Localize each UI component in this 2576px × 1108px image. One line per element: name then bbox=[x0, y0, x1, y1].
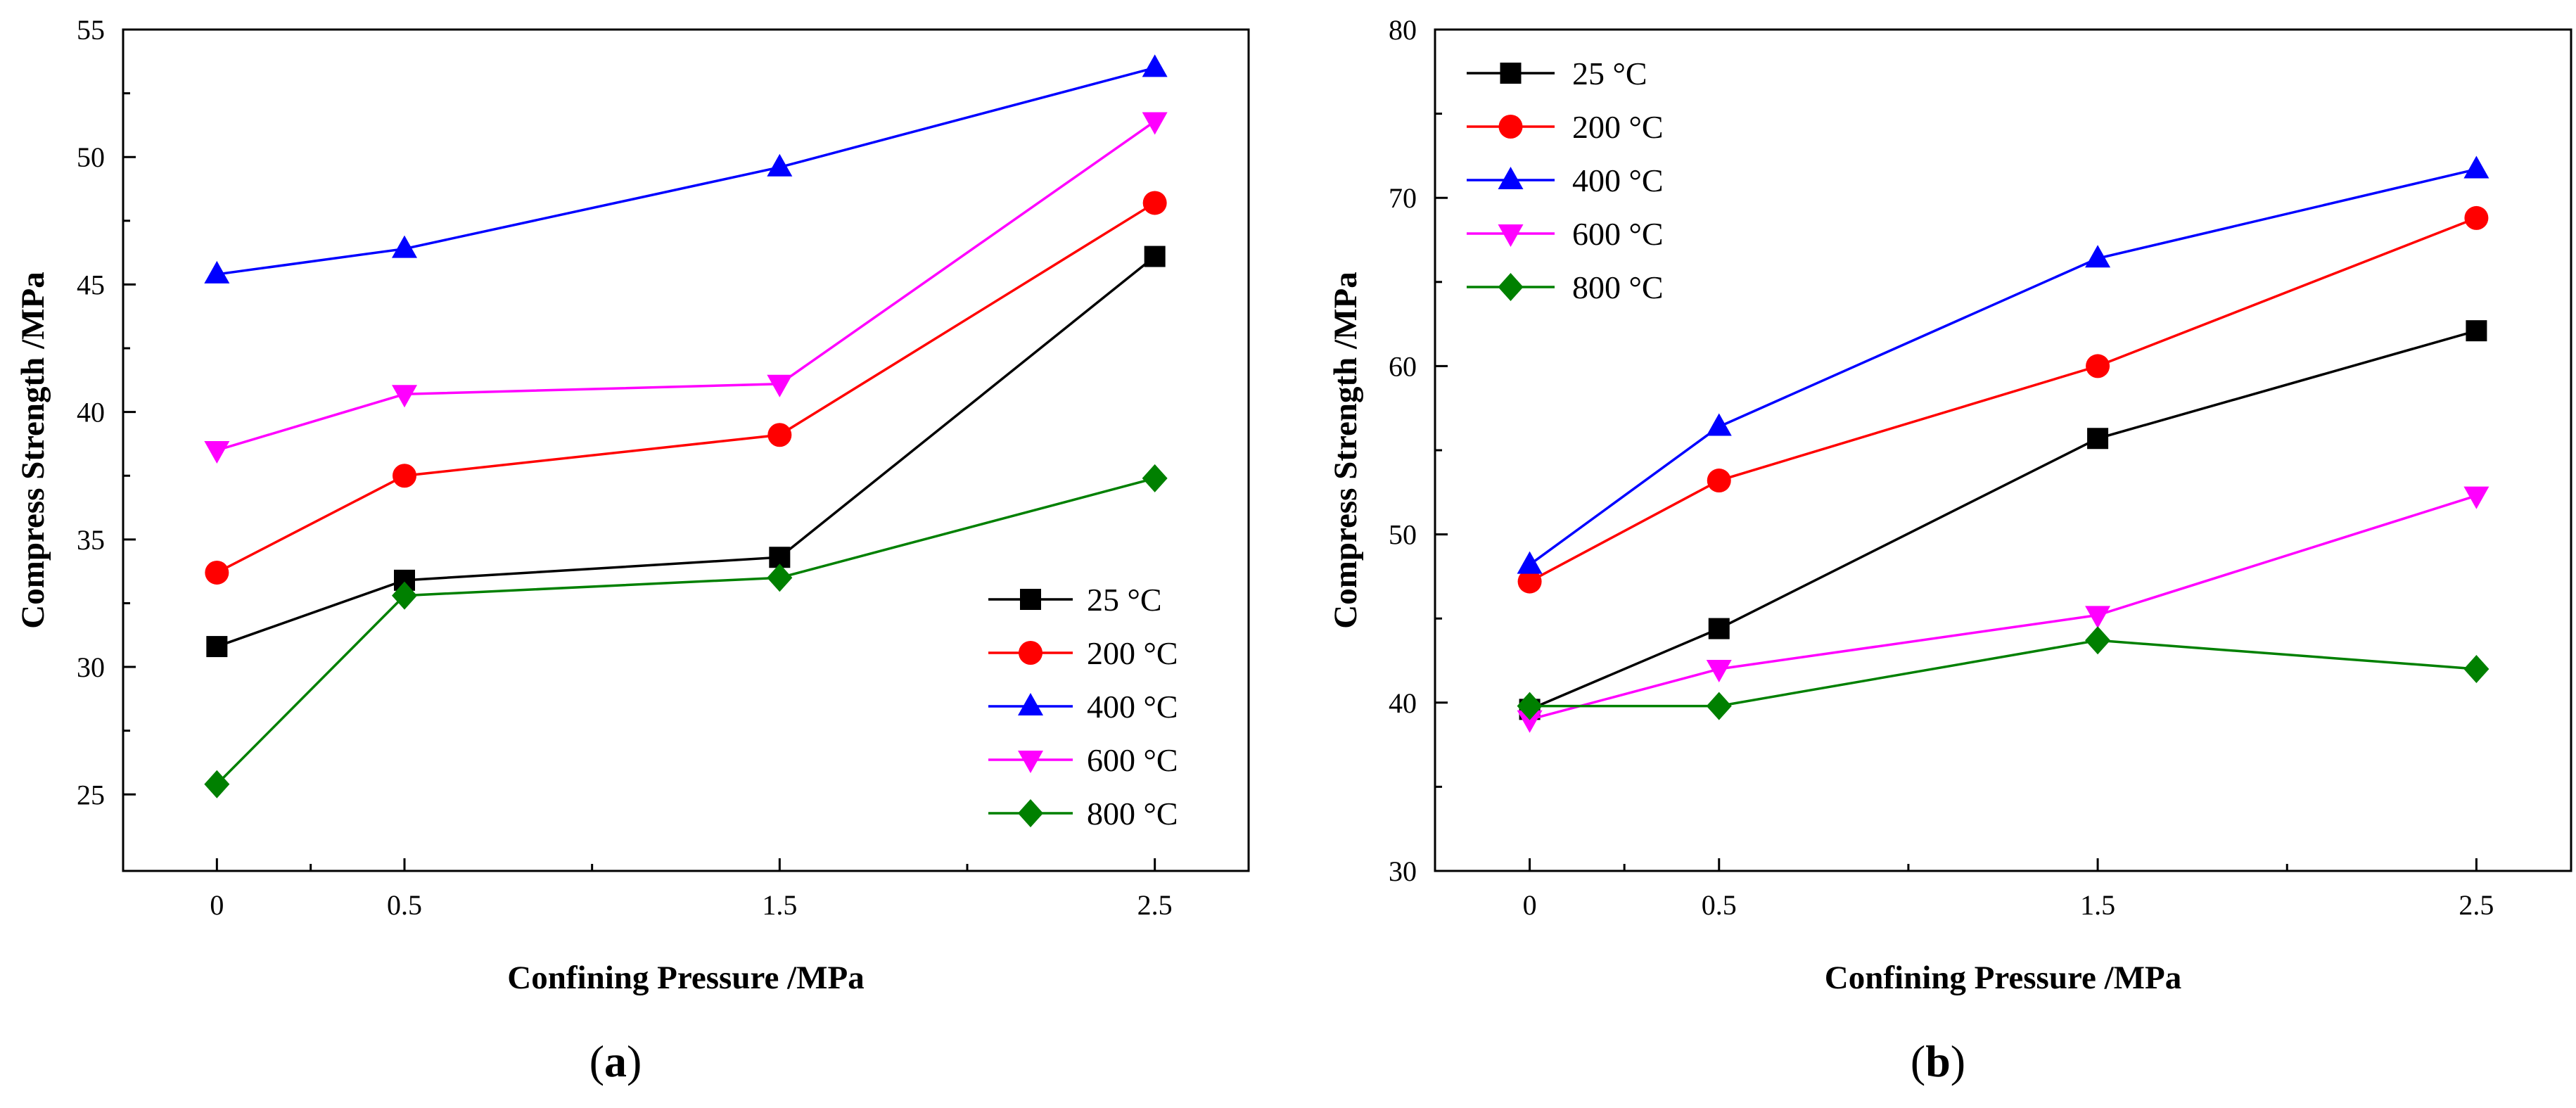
chart-a-plot-frame bbox=[122, 28, 1250, 872]
chart-a-x-tick-label: 0.5 bbox=[387, 889, 422, 921]
chart-b-series-2-point bbox=[1706, 413, 1732, 436]
chart-b-x-tick-label: 0.5 bbox=[1702, 889, 1737, 921]
chart-a-series-1-point bbox=[205, 560, 229, 585]
chart-a-series-line-3 bbox=[216, 120, 1156, 452]
chart-b-legend-label-2: 400 °C bbox=[1572, 163, 1664, 198]
chart-a-y-tick-label: 25 bbox=[77, 779, 105, 810]
chart-b-legend-marker-0 bbox=[1500, 63, 1522, 84]
chart-a-y-tick-label: 40 bbox=[77, 397, 105, 428]
chart-b-series-3-point bbox=[2085, 606, 2111, 629]
chart-b-series-3-point bbox=[1517, 710, 1543, 733]
chart-b-y-tick-label: 70 bbox=[1389, 182, 1417, 214]
chart-b-series-line-4 bbox=[1529, 639, 2477, 708]
chart-b-series-line-3 bbox=[1529, 494, 2477, 721]
chart-a-series-line-0 bbox=[216, 255, 1156, 648]
chart-a-y-tick-label: 50 bbox=[77, 141, 105, 173]
panel-label-b: (b) bbox=[1911, 1036, 1965, 1086]
chart-a-series-3-point bbox=[204, 441, 230, 464]
chart-b-series-3-point bbox=[1706, 659, 1732, 682]
chart-b-legend-label-3: 600 °C bbox=[1572, 216, 1664, 252]
chart-a-series-3-point bbox=[767, 374, 793, 397]
chart-a-series-line-4 bbox=[216, 477, 1156, 786]
chart-a-legend-label-1: 200 °C bbox=[1087, 635, 1178, 671]
chart-a-legend-marker-3 bbox=[1018, 751, 1043, 773]
chart-a-series-3-point bbox=[1142, 112, 1168, 135]
chart-b-x-tick-label: 1.5 bbox=[2080, 889, 2115, 921]
chart-a-legend-marker-2 bbox=[1018, 693, 1043, 715]
chart-a-y-tick-label: 35 bbox=[77, 524, 105, 556]
chart-b-series-0-point bbox=[1708, 618, 1730, 639]
chart-a-series-2-point bbox=[1142, 54, 1168, 77]
chart-a-series-2-point bbox=[204, 260, 230, 284]
chart-a-series-1-point bbox=[767, 423, 792, 447]
chart-b-series-1-point bbox=[1517, 569, 1542, 594]
chart-a: 25 30 35 40 45 50 55 0 0.5 1.5 2.5 Confining Pressu… bbox=[15, 14, 1250, 996]
chart-a-series-1-point bbox=[393, 464, 416, 488]
chart-b-legend-marker-4 bbox=[1498, 273, 1524, 301]
chart-b-series-4-point bbox=[1706, 692, 1732, 720]
chart-a-legend-label-0: 25 °C bbox=[1087, 582, 1162, 618]
chart-b-y-tick-label: 80 bbox=[1389, 14, 1417, 46]
chart-b-series-2-point bbox=[1517, 551, 1543, 574]
chart-b-x-axis-title: Confining Pressure /MPa bbox=[1825, 960, 2181, 996]
chart-a-series-1-point bbox=[1142, 191, 1167, 215]
chart-a-x-tick-label: 0 bbox=[210, 889, 224, 921]
chart-b-series-4-point bbox=[1517, 692, 1543, 720]
chart-b: 30 40 50 60 70 80 0 0.5 1.5 2.5 Confining Pressure… bbox=[1327, 14, 2572, 996]
chart-a-y-axis-title: Compress Strength /MPa bbox=[15, 272, 51, 628]
chart-b-series-2-point bbox=[2463, 155, 2489, 179]
chart-b-series-0-point bbox=[2087, 428, 2109, 450]
chart-a-x-tick-label: 1.5 bbox=[762, 889, 797, 921]
chart-a-series-4-point bbox=[1142, 464, 1168, 492]
chart-b-series-0-point bbox=[2466, 320, 2487, 342]
chart-b-series-4-point bbox=[2463, 654, 2489, 683]
chart-b-y-axis-title: Compress Strength /MPa bbox=[1327, 272, 1364, 628]
chart-a-series-4-point bbox=[204, 770, 230, 798]
chart-a-legend-label-3: 600 °C bbox=[1087, 742, 1178, 778]
chart-b-plot-frame bbox=[1434, 28, 2572, 872]
chart-b-x-tick-label: 0 bbox=[1523, 889, 1537, 921]
chart-a-series-4-point bbox=[767, 563, 793, 592]
chart-a-series-line-1 bbox=[216, 201, 1156, 574]
chart-a-y-tick-label: 30 bbox=[77, 651, 105, 683]
chart-b-legend-label-1: 200 °C bbox=[1572, 109, 1664, 145]
chart-b-legend-marker-2 bbox=[1498, 167, 1524, 189]
chart-b-y-tick-label: 50 bbox=[1389, 519, 1417, 551]
chart-b-series-line-0 bbox=[1529, 329, 2477, 711]
chart-a-series-0-point bbox=[1144, 246, 1166, 267]
chart-b-legend-marker-1 bbox=[1498, 115, 1523, 139]
chart-b-legend-marker-3 bbox=[1498, 224, 1524, 247]
chart-a-legend-marker-4 bbox=[1018, 799, 1043, 827]
chart-b-legend-label-0: 25 °C bbox=[1572, 56, 1647, 91]
chart-b-y-tick-label: 30 bbox=[1389, 855, 1417, 887]
chart-b-x-tick-label: 2.5 bbox=[2459, 889, 2494, 921]
chart-b-legend-label-4: 800 °C bbox=[1572, 269, 1664, 305]
chart-b-series-4-point bbox=[2085, 626, 2111, 655]
chart-b-series-3-point bbox=[2463, 486, 2489, 509]
panel-label-a: (a) bbox=[589, 1036, 642, 1086]
chart-b-series-1-point bbox=[1707, 469, 1731, 493]
chart-a-series-2-point bbox=[392, 235, 417, 258]
chart-a-series-0-point bbox=[206, 636, 228, 658]
chart-a-y-tick-label: 55 bbox=[77, 14, 105, 46]
chart-a-legend-label-4: 800 °C bbox=[1087, 796, 1178, 832]
chart-a-legend-marker-0 bbox=[1020, 589, 1041, 610]
chart-a-legend-marker-1 bbox=[1019, 641, 1042, 665]
chart-a-series-3-point bbox=[392, 385, 417, 408]
chart-a-series-4-point bbox=[392, 581, 417, 610]
chart-a-legend-label-2: 400 °C bbox=[1087, 689, 1178, 725]
chart-b-y-tick-label: 40 bbox=[1389, 687, 1417, 719]
chart-a-series-line-2 bbox=[217, 66, 1156, 276]
chart-a-series-2-point bbox=[767, 153, 793, 177]
chart-a-x-tick-label: 2.5 bbox=[1137, 889, 1173, 921]
chart-a-y-tick-label: 45 bbox=[77, 269, 105, 300]
chart-b-series-line-2 bbox=[1529, 167, 2477, 566]
chart-a-x-axis-title: Confining Pressure /MPa bbox=[507, 960, 864, 996]
chart-b-series-1-point bbox=[2086, 354, 2110, 378]
chart-b-series-2-point bbox=[2085, 245, 2111, 268]
chart-b-series-line-1 bbox=[1529, 217, 2478, 583]
chart-b-series-1-point bbox=[2464, 205, 2489, 230]
chart-b-y-tick-label: 60 bbox=[1389, 350, 1417, 382]
